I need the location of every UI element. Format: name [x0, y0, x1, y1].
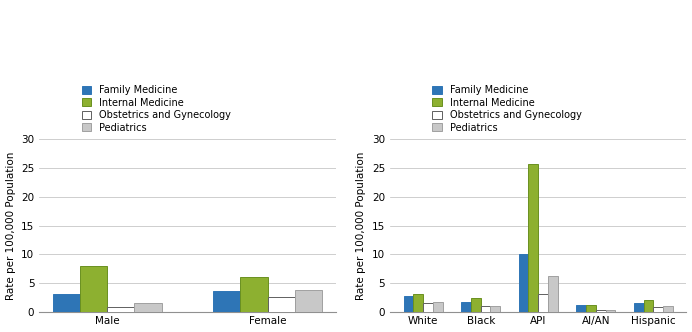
- Bar: [423, 303, 433, 312]
- Bar: [403, 296, 413, 312]
- Bar: [107, 307, 134, 312]
- Bar: [134, 303, 162, 312]
- Bar: [529, 164, 538, 312]
- Bar: [295, 290, 322, 312]
- Bar: [634, 303, 644, 312]
- Bar: [413, 294, 423, 312]
- Legend: Family Medicine, Internal Medicine, Obstetrics and Gynecology, Pediatrics: Family Medicine, Internal Medicine, Obst…: [80, 83, 233, 134]
- Bar: [240, 277, 268, 312]
- Bar: [663, 306, 673, 312]
- Bar: [268, 297, 295, 312]
- Bar: [576, 305, 586, 312]
- Legend: Family Medicine, Internal Medicine, Obstetrics and Gynecology, Pediatrics: Family Medicine, Internal Medicine, Obst…: [430, 83, 584, 134]
- Bar: [80, 266, 107, 312]
- Bar: [461, 302, 471, 312]
- Bar: [519, 254, 529, 312]
- Y-axis label: Rate per 100,000 Population: Rate per 100,000 Population: [6, 151, 15, 300]
- Bar: [596, 310, 606, 312]
- Bar: [586, 305, 596, 312]
- Bar: [471, 298, 481, 312]
- Bar: [213, 291, 240, 312]
- Bar: [491, 306, 500, 312]
- Bar: [548, 276, 558, 312]
- Bar: [644, 300, 653, 312]
- Bar: [606, 310, 615, 312]
- Bar: [653, 307, 663, 312]
- Bar: [53, 294, 80, 312]
- Bar: [433, 302, 443, 312]
- Y-axis label: Rate per 100,000 Population: Rate per 100,000 Population: [356, 151, 367, 300]
- Bar: [538, 294, 548, 312]
- Bar: [481, 306, 491, 312]
